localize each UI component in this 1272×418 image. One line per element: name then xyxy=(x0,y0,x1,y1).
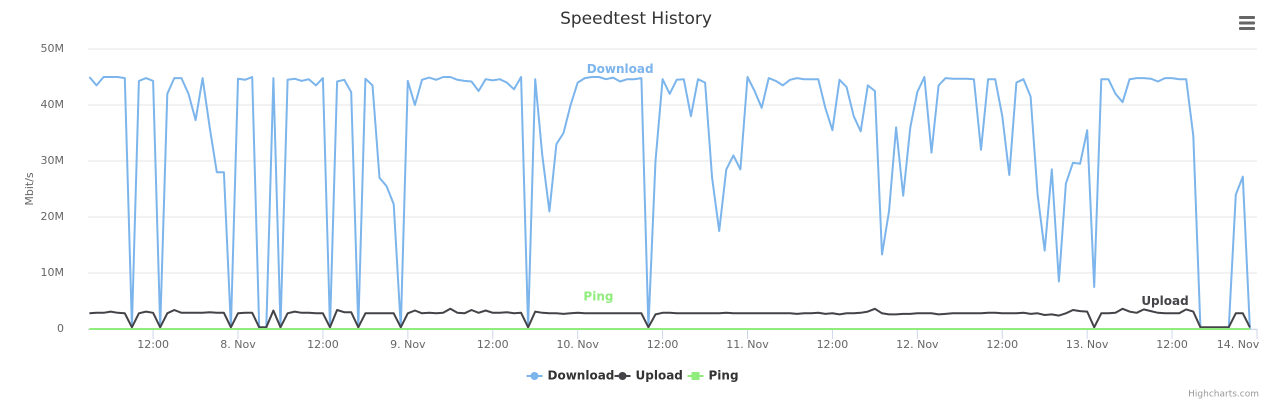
x-tick-label: 13. Nov xyxy=(1066,338,1109,351)
y-tick-label: 10M xyxy=(41,266,65,279)
legend-item[interactable]: Upload xyxy=(614,369,683,383)
x-tick-label: 12:00 xyxy=(307,338,339,351)
y-tick-label: 30M xyxy=(41,154,65,167)
x-tick-label: 12:00 xyxy=(137,338,169,351)
y-axis-label: Mbit/s xyxy=(23,172,36,206)
x-tick-label: 12. Nov xyxy=(896,338,939,351)
legend: Download Upload Ping xyxy=(526,369,739,383)
x-tick-label: 11. Nov xyxy=(726,338,769,351)
x-tick-label: 12:00 xyxy=(817,338,849,351)
y-tick-label: 40M xyxy=(41,98,65,111)
x-tick-label: 14. Nov xyxy=(1217,338,1260,351)
x-tick-label: 8. Nov xyxy=(220,338,256,351)
legend-label: Ping xyxy=(709,369,739,383)
legend-item[interactable]: Download xyxy=(526,369,615,383)
legend-label: Upload xyxy=(636,369,683,383)
legend-marker xyxy=(618,372,627,380)
legend-marker xyxy=(530,372,539,380)
legend-marker xyxy=(691,372,700,380)
y-tick-label: 50M xyxy=(41,42,65,55)
series-label: Upload xyxy=(1141,294,1188,308)
legend-item[interactable]: Ping xyxy=(687,369,739,383)
x-tick-label: 9. Nov xyxy=(390,338,426,351)
x-tick-label: 12:00 xyxy=(1156,338,1188,351)
x-tick-label: 12:00 xyxy=(986,338,1018,351)
legend-label: Download xyxy=(548,369,615,383)
chart-title: Speedtest History xyxy=(560,9,712,29)
menu-bar xyxy=(1239,27,1255,30)
x-tick-label: 10. Nov xyxy=(556,338,599,351)
x-tick-label: 12:00 xyxy=(477,338,509,351)
series-line xyxy=(88,76,1251,330)
series-label: Ping xyxy=(583,290,613,304)
series-label: Download xyxy=(587,62,654,76)
credits[interactable]: Highcharts.com xyxy=(1188,390,1259,400)
x-tick-label: 12:00 xyxy=(647,338,679,351)
y-tick-label: 20M xyxy=(41,210,65,223)
series-line xyxy=(89,307,1251,329)
menu-bar xyxy=(1239,21,1255,25)
menu-button[interactable] xyxy=(1239,16,1255,30)
y-tick-label: 0 xyxy=(57,322,64,335)
menu-bar xyxy=(1239,16,1255,19)
